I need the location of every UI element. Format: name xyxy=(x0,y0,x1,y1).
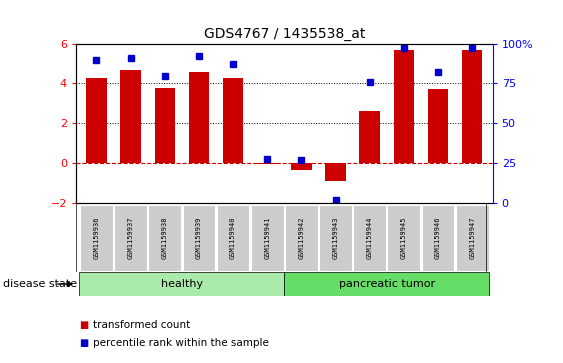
Text: transformed count: transformed count xyxy=(93,320,190,330)
Text: GSM1159947: GSM1159947 xyxy=(469,216,475,259)
Text: healthy: healthy xyxy=(161,279,203,289)
Bar xyxy=(182,205,215,271)
Text: percentile rank within the sample: percentile rank within the sample xyxy=(93,338,269,348)
Title: GDS4767 / 1435538_at: GDS4767 / 1435538_at xyxy=(204,27,365,41)
Text: GSM1159945: GSM1159945 xyxy=(401,216,407,259)
Text: GSM1159946: GSM1159946 xyxy=(435,216,441,259)
Text: GSM1159940: GSM1159940 xyxy=(230,216,236,259)
Text: GSM1159943: GSM1159943 xyxy=(333,216,338,259)
Text: GSM1159936: GSM1159936 xyxy=(93,216,100,259)
Bar xyxy=(319,205,352,271)
Bar xyxy=(217,205,249,271)
Text: ■: ■ xyxy=(79,320,88,330)
Bar xyxy=(120,70,141,163)
Bar xyxy=(257,163,278,164)
Bar xyxy=(422,205,454,271)
Bar xyxy=(284,272,489,296)
Bar xyxy=(462,49,482,163)
Bar xyxy=(189,72,209,163)
Text: disease state: disease state xyxy=(3,279,77,289)
Bar xyxy=(394,49,414,163)
Bar xyxy=(387,205,420,271)
Bar xyxy=(325,163,346,181)
Bar xyxy=(359,111,380,163)
Text: GSM1159937: GSM1159937 xyxy=(128,216,133,259)
Bar xyxy=(455,205,489,271)
Text: GSM1159939: GSM1159939 xyxy=(196,216,202,259)
Text: GSM1159944: GSM1159944 xyxy=(367,216,373,259)
Text: ■: ■ xyxy=(79,338,88,348)
Bar xyxy=(86,77,107,163)
Bar xyxy=(428,89,448,163)
Text: pancreatic tumor: pancreatic tumor xyxy=(339,279,435,289)
Bar xyxy=(291,163,312,170)
Text: GSM1159941: GSM1159941 xyxy=(264,216,270,259)
Bar xyxy=(79,272,284,296)
Text: GSM1159942: GSM1159942 xyxy=(298,216,305,259)
Bar xyxy=(149,205,181,271)
Bar xyxy=(354,205,386,271)
Bar xyxy=(251,205,284,271)
Bar xyxy=(114,205,147,271)
Bar xyxy=(80,205,113,271)
Bar xyxy=(223,77,243,163)
Bar xyxy=(155,89,175,163)
Text: GSM1159938: GSM1159938 xyxy=(162,216,168,259)
Bar xyxy=(285,205,318,271)
